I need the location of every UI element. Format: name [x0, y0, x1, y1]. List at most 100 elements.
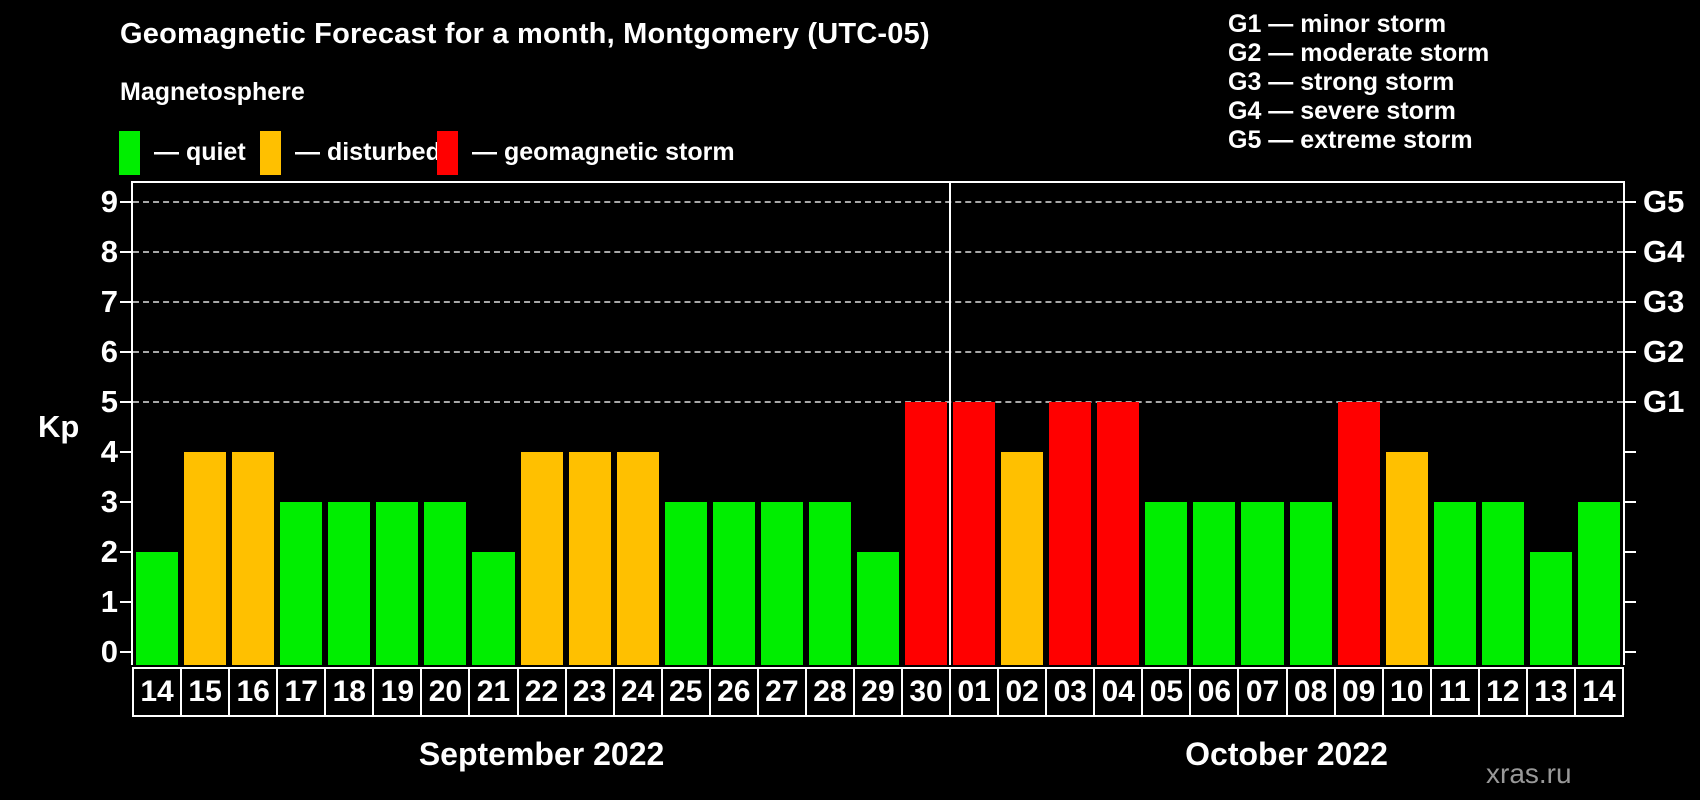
day-label-sep-29: 29 [852, 667, 904, 717]
y-tick-right-7 [1625, 301, 1636, 303]
g-scale-legend-item: G4 — severe storm [1228, 97, 1456, 125]
bar-oct-12 [1481, 502, 1524, 665]
bar-oct-03 [1049, 402, 1092, 665]
bar-oct-11 [1433, 502, 1476, 665]
day-label-oct-12: 12 [1477, 667, 1528, 717]
day-label-sep-20: 20 [420, 667, 471, 717]
y-tick-right-2 [1625, 551, 1636, 553]
legend-label-storm: — geomagnetic storm [472, 138, 735, 166]
month-label-0: September 2022 [418, 736, 665, 772]
day-label-sep-14: 14 [132, 667, 183, 717]
y-tick-right-1 [1625, 601, 1636, 603]
day-label-oct-14: 14 [1573, 667, 1624, 717]
g-scale-legend-item: G3 — strong storm [1228, 68, 1455, 96]
bar-oct-02 [1001, 452, 1044, 665]
day-label-oct-04: 04 [1093, 667, 1144, 717]
gridline-kp-7 [133, 301, 1623, 303]
day-label-sep-26: 26 [708, 667, 759, 717]
g-axis-label-G2: G2 [1643, 334, 1685, 369]
bar-sep-17 [280, 502, 323, 665]
y-tick-right-8 [1625, 251, 1636, 253]
y-tick-left-6 [120, 351, 131, 353]
y-tick-label-9: 9 [100, 184, 118, 219]
y-tick-left-2 [120, 551, 131, 553]
bar-sep-19 [376, 502, 419, 665]
y-tick-left-4 [120, 451, 131, 453]
bar-oct-04 [1097, 402, 1140, 665]
day-label-oct-10: 10 [1381, 667, 1432, 717]
y-tick-right-5 [1625, 401, 1636, 403]
g-axis-label-G4: G4 [1643, 234, 1685, 269]
bar-sep-20 [424, 502, 467, 665]
day-label-oct-02: 02 [997, 667, 1048, 717]
legend-label-disturbed: — disturbed [295, 138, 441, 166]
day-label-sep-16: 16 [228, 667, 279, 717]
watermark-xras: xras.ru [1486, 758, 1572, 789]
y-tick-right-9 [1625, 201, 1636, 203]
g-axis-label-G3: G3 [1643, 284, 1685, 319]
quiet-color-swatch [119, 131, 140, 175]
bar-sep-21 [472, 552, 515, 665]
y-tick-right-3 [1625, 501, 1636, 503]
disturbed-color-swatch [260, 131, 281, 175]
bar-sep-28 [808, 502, 851, 665]
bar-oct-07 [1241, 502, 1284, 665]
gridline-kp-6 [133, 351, 1623, 353]
y-tick-label-5: 5 [100, 384, 118, 419]
g-scale-legend-item: G1 — minor storm [1228, 10, 1447, 38]
day-label-oct-09: 09 [1333, 667, 1384, 717]
y-tick-label-8: 8 [100, 234, 118, 269]
bar-oct-08 [1289, 502, 1332, 665]
y-tick-label-0: 0 [100, 634, 118, 669]
bar-oct-05 [1145, 502, 1188, 665]
y-tick-right-0 [1625, 651, 1636, 653]
gridline-kp-5 [133, 401, 1623, 403]
day-label-sep-23: 23 [564, 667, 615, 717]
bar-sep-30 [905, 402, 948, 665]
y-tick-label-6: 6 [100, 334, 118, 369]
y-tick-left-3 [120, 501, 131, 503]
day-label-sep-27: 27 [756, 667, 807, 717]
y-tick-right-4 [1625, 451, 1636, 453]
bar-sep-22 [520, 452, 563, 665]
bar-sep-26 [712, 502, 755, 665]
day-label-oct-11: 11 [1429, 667, 1480, 717]
day-label-oct-08: 08 [1285, 667, 1336, 717]
y-tick-left-5 [120, 401, 131, 403]
y-tick-left-8 [120, 251, 131, 253]
bar-oct-13 [1529, 552, 1572, 665]
bar-oct-09 [1337, 402, 1380, 665]
bar-oct-10 [1385, 452, 1428, 665]
page-title: Geomagnetic Forecast for a month, Montgo… [120, 18, 930, 50]
y-tick-label-3: 3 [100, 484, 118, 519]
y-tick-left-7 [120, 301, 131, 303]
day-label-sep-17: 17 [276, 667, 327, 717]
day-label-oct-06: 06 [1189, 667, 1240, 717]
bar-sep-25 [664, 502, 707, 665]
subtitle-magnetosphere: Magnetosphere [120, 78, 305, 106]
day-label-oct-03: 03 [1045, 667, 1096, 717]
day-label-oct-05: 05 [1141, 667, 1192, 717]
gridline-kp-9 [133, 201, 1623, 203]
day-label-sep-25: 25 [660, 667, 711, 717]
y-tick-left-9 [120, 201, 131, 203]
bar-sep-23 [568, 452, 611, 665]
bar-sep-18 [328, 502, 371, 665]
day-label-oct-07: 07 [1237, 667, 1288, 717]
y-tick-left-0 [120, 651, 131, 653]
day-label-sep-28: 28 [804, 667, 855, 717]
y-tick-label-7: 7 [100, 284, 118, 319]
g-axis-label-G1: G1 [1643, 384, 1685, 419]
day-label-sep-24: 24 [612, 667, 663, 717]
y-tick-left-1 [120, 601, 131, 603]
bar-sep-27 [760, 502, 803, 665]
bar-sep-15 [184, 452, 227, 665]
bar-oct-14 [1577, 502, 1620, 665]
g-axis-label-G5: G5 [1643, 184, 1685, 219]
y-tick-label-1: 1 [100, 584, 118, 619]
month-separator-line [949, 183, 952, 665]
day-label-sep-19: 19 [372, 667, 423, 717]
day-label-sep-21: 21 [468, 667, 519, 717]
day-label-oct-13: 13 [1525, 667, 1576, 717]
